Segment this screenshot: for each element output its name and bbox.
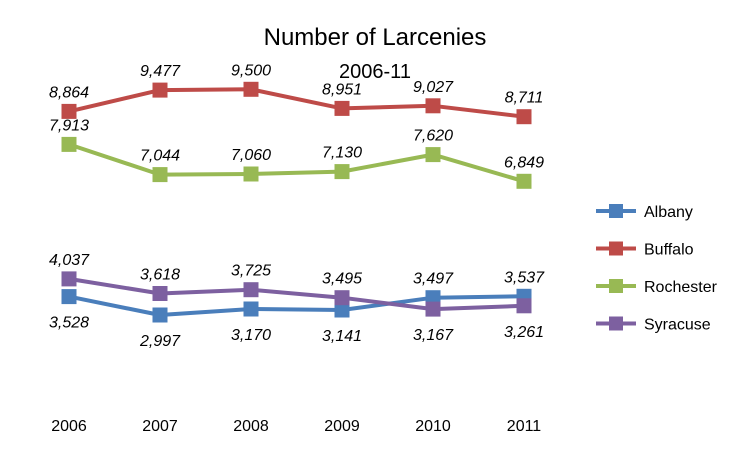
x-tick-label-2006: 2006 — [51, 418, 87, 435]
marker-syracuse-2008 — [243, 282, 259, 298]
data-label-rochester-2008: 7,060 — [231, 147, 271, 164]
marker-buffalo-2006 — [61, 103, 77, 119]
data-label-buffalo-2011: 8,711 — [505, 90, 544, 107]
data-label-buffalo-2009: 8,951 — [322, 81, 362, 98]
data-label-syracuse-2010: 3,167 — [413, 327, 454, 344]
data-labels: 3,528 2,997 3,170 3,141 3,497 3,537 8,864 9,477… — [49, 62, 545, 350]
marker-syracuse-2010 — [425, 301, 441, 317]
legend-item-buffalo: Buffalo — [596, 241, 694, 259]
marker-albany-2006 — [61, 289, 77, 305]
legend-label-buffalo: Buffalo — [644, 242, 694, 259]
marker-buffalo-2009 — [334, 100, 350, 116]
data-label-buffalo-2010: 9,027 — [413, 79, 454, 96]
marker-buffalo-2010 — [425, 98, 441, 114]
data-label-buffalo-2008: 9,500 — [231, 62, 271, 79]
marker-albany-2007 — [152, 307, 168, 323]
marker-rochester-2008 — [243, 166, 259, 182]
data-label-syracuse-2009: 3,495 — [322, 271, 362, 288]
data-label-rochester-2010: 7,620 — [413, 128, 453, 145]
legend-marker-rochester — [609, 279, 623, 293]
legend-label-rochester: Rochester — [644, 279, 718, 296]
marker-syracuse-2009 — [334, 290, 350, 306]
x-axis-ticks: 2006 2007 2008 2009 2010 2011 — [51, 418, 541, 435]
data-label-rochester-2009: 7,130 — [322, 145, 362, 162]
data-label-albany-2009: 3,141 — [322, 328, 362, 345]
marker-syracuse-2011 — [516, 298, 532, 314]
marker-albany-2008 — [243, 301, 259, 317]
legend-marker-syracuse — [609, 316, 623, 331]
marker-rochester-2011 — [516, 173, 532, 189]
data-label-rochester-2007: 7,044 — [140, 148, 180, 165]
marker-syracuse-2006 — [61, 271, 77, 287]
data-label-albany-2011: 3,537 — [504, 269, 545, 286]
x-tick-label-2009: 2009 — [324, 418, 360, 435]
data-label-syracuse-2006: 4,037 — [49, 252, 90, 269]
series-markers — [61, 81, 532, 323]
marker-rochester-2010 — [425, 147, 441, 163]
x-tick-label-2010: 2010 — [415, 418, 451, 435]
chart-title: Number of Larcenies — [264, 24, 487, 51]
data-label-buffalo-2007: 9,477 — [140, 63, 181, 80]
series-line-buffalo — [67, 87, 526, 119]
legend-marker-albany — [609, 204, 623, 218]
series-line-rochester — [67, 142, 526, 184]
data-label-albany-2010: 3,497 — [413, 271, 454, 288]
x-tick-label-2007: 2007 — [142, 418, 178, 435]
series-line-syracuse — [67, 276, 526, 312]
marker-rochester-2007 — [152, 167, 168, 183]
series-line-albany — [67, 294, 526, 317]
chart-subtitle: 2006-11 — [339, 61, 411, 83]
series-lines — [67, 87, 526, 317]
data-label-rochester-2006: 7,913 — [49, 117, 89, 134]
data-label-albany-2006: 3,528 — [49, 315, 89, 332]
marker-rochester-2009 — [334, 164, 350, 180]
x-tick-label-2008: 2008 — [233, 418, 269, 435]
data-label-albany-2007: 2,997 — [139, 333, 181, 350]
data-label-syracuse-2007: 3,618 — [140, 267, 180, 284]
marker-buffalo-2008 — [243, 81, 259, 97]
data-label-buffalo-2006: 8,864 — [49, 84, 89, 101]
marker-syracuse-2007 — [152, 286, 168, 301]
x-tick-label-2011: 2011 — [507, 418, 542, 435]
legend-item-albany: Albany — [596, 204, 693, 221]
data-label-syracuse-2008: 3,725 — [231, 263, 271, 280]
marker-buffalo-2007 — [152, 82, 168, 98]
data-label-albany-2008: 3,170 — [231, 327, 271, 344]
legend-marker-buffalo — [609, 241, 623, 256]
marker-rochester-2006 — [61, 136, 77, 152]
data-label-syracuse-2011: 3,261 — [504, 324, 544, 341]
legend-item-rochester: Rochester — [596, 279, 718, 296]
data-label-rochester-2011: 6,849 — [504, 154, 544, 171]
legend: Albany Buffalo Rochester Syracuse — [596, 204, 718, 334]
legend-item-syracuse: Syracuse — [596, 316, 711, 334]
marker-buffalo-2011 — [516, 109, 532, 125]
legend-label-albany: Albany — [644, 204, 693, 221]
legend-label-syracuse: Syracuse — [644, 317, 711, 334]
